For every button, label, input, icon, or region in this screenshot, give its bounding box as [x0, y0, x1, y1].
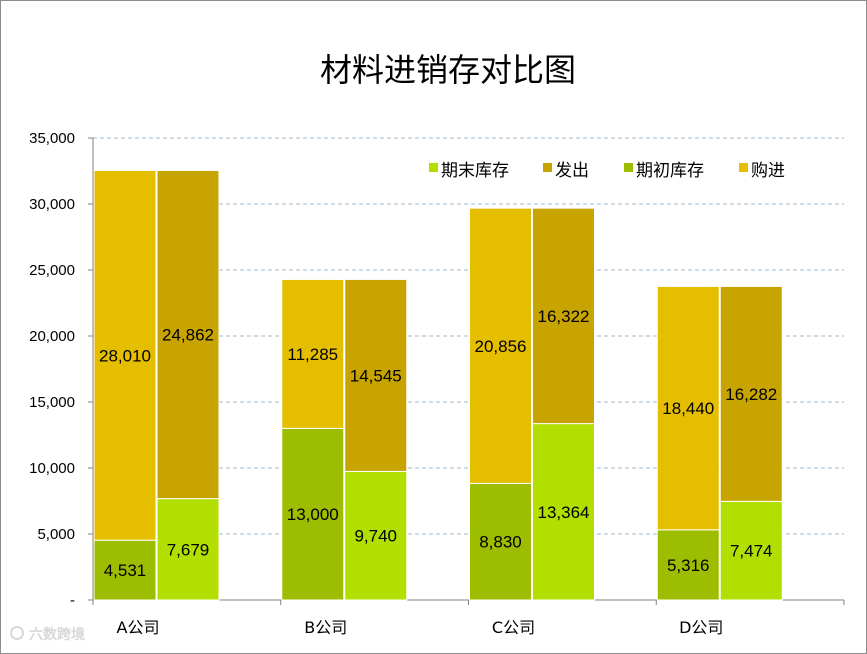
data-label: 20,856 [475, 337, 527, 356]
bar-segment [93, 169, 157, 541]
data-label: 4,531 [104, 561, 147, 580]
data-label: 28,010 [99, 346, 151, 365]
chart-title: 材料进销存对比图 [320, 51, 576, 89]
bar-segment [719, 285, 783, 502]
bars [93, 169, 783, 601]
data-label: 9,740 [354, 527, 397, 546]
watermark-logo-icon [10, 626, 24, 640]
legend-label: 期末库存 [441, 161, 509, 181]
y-tick-label: 10,000 [29, 460, 75, 477]
bar-segment [344, 278, 408, 472]
data-label: 11,285 [287, 345, 338, 364]
data-label: 13,000 [287, 505, 339, 524]
legend: 期末库存 发出 期初库存 购进 [429, 161, 785, 181]
data-label: 24,862 [162, 326, 214, 345]
x-category-label: C公司 [492, 618, 535, 637]
bar-segment [156, 498, 220, 601]
watermark: 六数跨境 [10, 626, 85, 643]
data-label: 18,440 [662, 399, 714, 418]
legend-label: 发出 [555, 161, 589, 181]
watermark-text: 六数跨境 [29, 626, 85, 643]
data-label: 7,474 [730, 542, 773, 561]
legend-label: 期初库存 [636, 161, 704, 181]
data-label: 8,830 [479, 533, 522, 552]
data-labels: 4,531 28,010 7,679 24,862 13,000 11,285 9,740 1… [99, 307, 777, 580]
y-tick-label: 30,000 [29, 196, 75, 213]
y-tick-label: 5,000 [37, 526, 75, 543]
legend-swatch [624, 163, 633, 172]
x-category-label: D公司 [679, 618, 723, 637]
data-label: 16,282 [725, 385, 777, 404]
x-category-label: A公司 [117, 618, 160, 637]
data-label: 5,316 [667, 556, 710, 575]
bar-segment [532, 207, 595, 425]
bar-segment [532, 423, 595, 601]
legend-swatch [543, 163, 552, 172]
bar-segment [93, 539, 157, 601]
y-tick-label: 25,000 [29, 262, 75, 279]
y-tick-label: 15,000 [29, 394, 75, 411]
x-category-label: B公司 [304, 618, 347, 637]
bar-segment [156, 169, 220, 500]
bar-segment [719, 500, 783, 601]
axes: - 5,000 10,000 15,000 20,000 25,000 30,000 35,0… [29, 130, 845, 637]
y-tick-label: 20,000 [29, 328, 75, 345]
legend-swatch [429, 163, 438, 172]
y-tick-label: - [70, 592, 75, 609]
y-tick-label: 35,000 [29, 130, 75, 147]
bar-segment [281, 278, 345, 429]
bar-segment [656, 285, 720, 531]
data-label: 16,322 [538, 307, 590, 326]
legend-label: 购进 [751, 161, 785, 181]
data-label: 13,364 [538, 503, 590, 522]
legend-swatch [739, 163, 748, 172]
data-label: 7,679 [167, 540, 210, 559]
data-label: 14,545 [350, 366, 402, 385]
bar-segment [281, 427, 345, 601]
bar-segment [469, 207, 532, 484]
bar-segment [344, 470, 408, 601]
